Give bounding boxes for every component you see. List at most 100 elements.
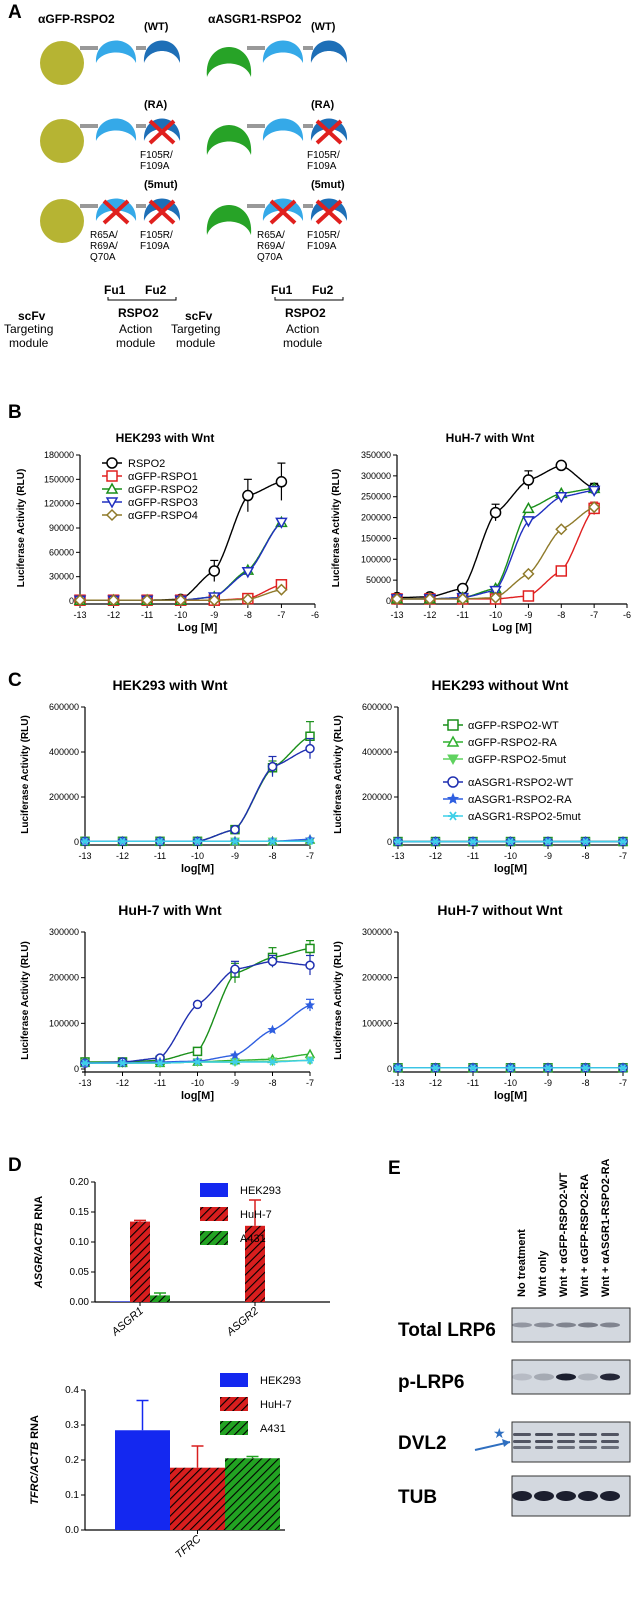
data-point xyxy=(456,592,469,605)
chart-b2-title: HuH-7 with Wnt xyxy=(445,431,535,445)
legend-swatch xyxy=(200,1183,228,1197)
y-tick-label: 120000 xyxy=(44,499,74,509)
dvl2-star-marker: ★ xyxy=(493,1425,506,1441)
blot-band xyxy=(512,1322,532,1328)
x-tick-label: -7 xyxy=(590,610,598,620)
series-5 xyxy=(394,837,627,846)
action-module-label: Action module xyxy=(116,322,156,350)
x-axis-label: log[M] xyxy=(181,863,214,875)
y-tick-label: 60000 xyxy=(49,547,74,557)
data-point xyxy=(394,837,402,846)
linker xyxy=(80,124,98,128)
construct-asgr1-5mut xyxy=(206,198,348,235)
x-tick-label: -8 xyxy=(581,1078,589,1088)
lane-label: Wnt only xyxy=(537,1250,549,1297)
x-tick-label: -11 xyxy=(141,610,153,620)
data-point xyxy=(106,470,118,482)
bar-HuH-7 xyxy=(245,1199,265,1302)
data-point xyxy=(230,964,240,974)
legend-label: RSPO2 xyxy=(128,458,165,470)
lane-label: Wnt + αGFP-RSPO2-RA xyxy=(579,1173,591,1297)
scfv-label: scFv xyxy=(185,309,213,323)
bar xyxy=(130,1221,150,1302)
data-point xyxy=(581,1064,590,1072)
blot-band xyxy=(534,1491,554,1501)
blot-band xyxy=(513,1446,531,1449)
y-tick-label: 0 xyxy=(386,596,391,606)
y-tick-label: 0.3 xyxy=(65,1420,79,1431)
linker xyxy=(303,124,313,128)
data-point xyxy=(306,837,314,846)
blot-band xyxy=(557,1446,575,1449)
construct-tag: (5mut) xyxy=(144,179,178,191)
blot-band xyxy=(579,1433,597,1436)
bar xyxy=(115,1430,170,1530)
legend-label: αGFP-RSPO2-5mut xyxy=(468,754,566,766)
blot-membrane xyxy=(511,1307,631,1343)
fu1-label: Fu1 xyxy=(271,283,293,297)
data-point xyxy=(105,497,119,509)
legend-label: A431 xyxy=(240,1233,266,1245)
y-tick-label: 0.20 xyxy=(70,1177,90,1188)
x-tick-label: -6 xyxy=(311,610,319,620)
x-tick-label: -10 xyxy=(174,610,187,620)
chart-c3: 300000 200000 100000 0 -13 -12 -11 -10 -9 -8 -7 log… xyxy=(20,927,316,1102)
chart-c1: 600000 400000 200000 0 -13 -12 -11 -10 -9 -8 -7 log… xyxy=(20,702,316,875)
y-tick-label: 30000 xyxy=(49,572,74,582)
panel-e-label: E xyxy=(388,1158,401,1179)
x-tick-label: -10 xyxy=(504,1078,517,1088)
bar xyxy=(170,1467,225,1530)
scfv-gfp-binder xyxy=(40,41,84,85)
y-tick-label: 0.05 xyxy=(70,1267,90,1278)
bar-HuH-7 xyxy=(130,1219,150,1302)
data-point xyxy=(305,743,315,754)
x-tick-label: -8 xyxy=(244,610,252,620)
chart-b1: 180000 150000 120000 90000 60000 30000 0 -13 -12… xyxy=(16,450,319,634)
data-point xyxy=(275,476,288,488)
x-tick-label: -7 xyxy=(619,1078,627,1088)
blot-band xyxy=(535,1446,553,1449)
x-tick-label: -10 xyxy=(504,851,517,861)
construct-gfp-ra xyxy=(40,118,181,163)
x-tick-label: -7 xyxy=(277,610,285,620)
blot-band xyxy=(534,1322,554,1328)
lane-label: Wnt + αGFP-RSPO2-WT xyxy=(558,1172,570,1297)
y-tick-label: 300000 xyxy=(49,927,79,937)
data-point xyxy=(267,956,278,967)
data-point xyxy=(522,567,535,580)
series-0 xyxy=(391,459,600,604)
fu2-mutation-label: F105R/ F109A xyxy=(140,230,173,252)
x-tick-label: -7 xyxy=(619,851,627,861)
rspo2-label: RSPO2 xyxy=(285,306,326,320)
blot-label-dvl2: DVL2 xyxy=(398,1433,447,1454)
data-point xyxy=(469,837,477,846)
y-tick-label: 100000 xyxy=(361,554,391,564)
linker xyxy=(247,124,265,128)
blot-label-tub: TUB xyxy=(398,1487,438,1508)
mutation-cross xyxy=(315,119,343,145)
chart-b2: 350000 300000 250000 200000 150000 100000 5000… xyxy=(331,450,631,634)
x-tick-label: -9 xyxy=(231,1078,239,1088)
legend-label: αGFP-RSPO4 xyxy=(128,510,198,522)
x-tick-label: -13 xyxy=(391,1078,404,1088)
blot-band xyxy=(556,1373,576,1381)
x-tick-label: -13 xyxy=(78,851,91,861)
y-axis-label-italic: TFRC/ACTB xyxy=(29,1442,41,1505)
y-axis-label: Luciferase Activity (RLU) xyxy=(333,715,344,834)
fu1-mutation-label: R65A/ R69A/ Q70A xyxy=(257,230,285,263)
legend-item: HEK293 xyxy=(220,1373,301,1387)
x-axis-label: log[M] xyxy=(494,863,527,875)
data-point xyxy=(141,594,154,607)
legend-item: αASGR1-RSPO2-WT xyxy=(443,776,574,789)
y-axis-label: ASGR/ACTB RNA xyxy=(33,1196,45,1289)
construct-asgr1-ra xyxy=(206,118,348,155)
mutation-cross xyxy=(315,199,343,225)
x-tick-label: -9 xyxy=(210,610,218,620)
panel-d-label: D xyxy=(8,1155,22,1176)
blot-band xyxy=(579,1446,597,1449)
data-point xyxy=(390,592,404,605)
blot-band xyxy=(601,1440,619,1443)
lane-label: Wnt + αASGR1-RSPO2-RA xyxy=(600,1158,612,1297)
bar xyxy=(110,1301,130,1302)
y-tick-label: 0.1 xyxy=(65,1490,79,1501)
